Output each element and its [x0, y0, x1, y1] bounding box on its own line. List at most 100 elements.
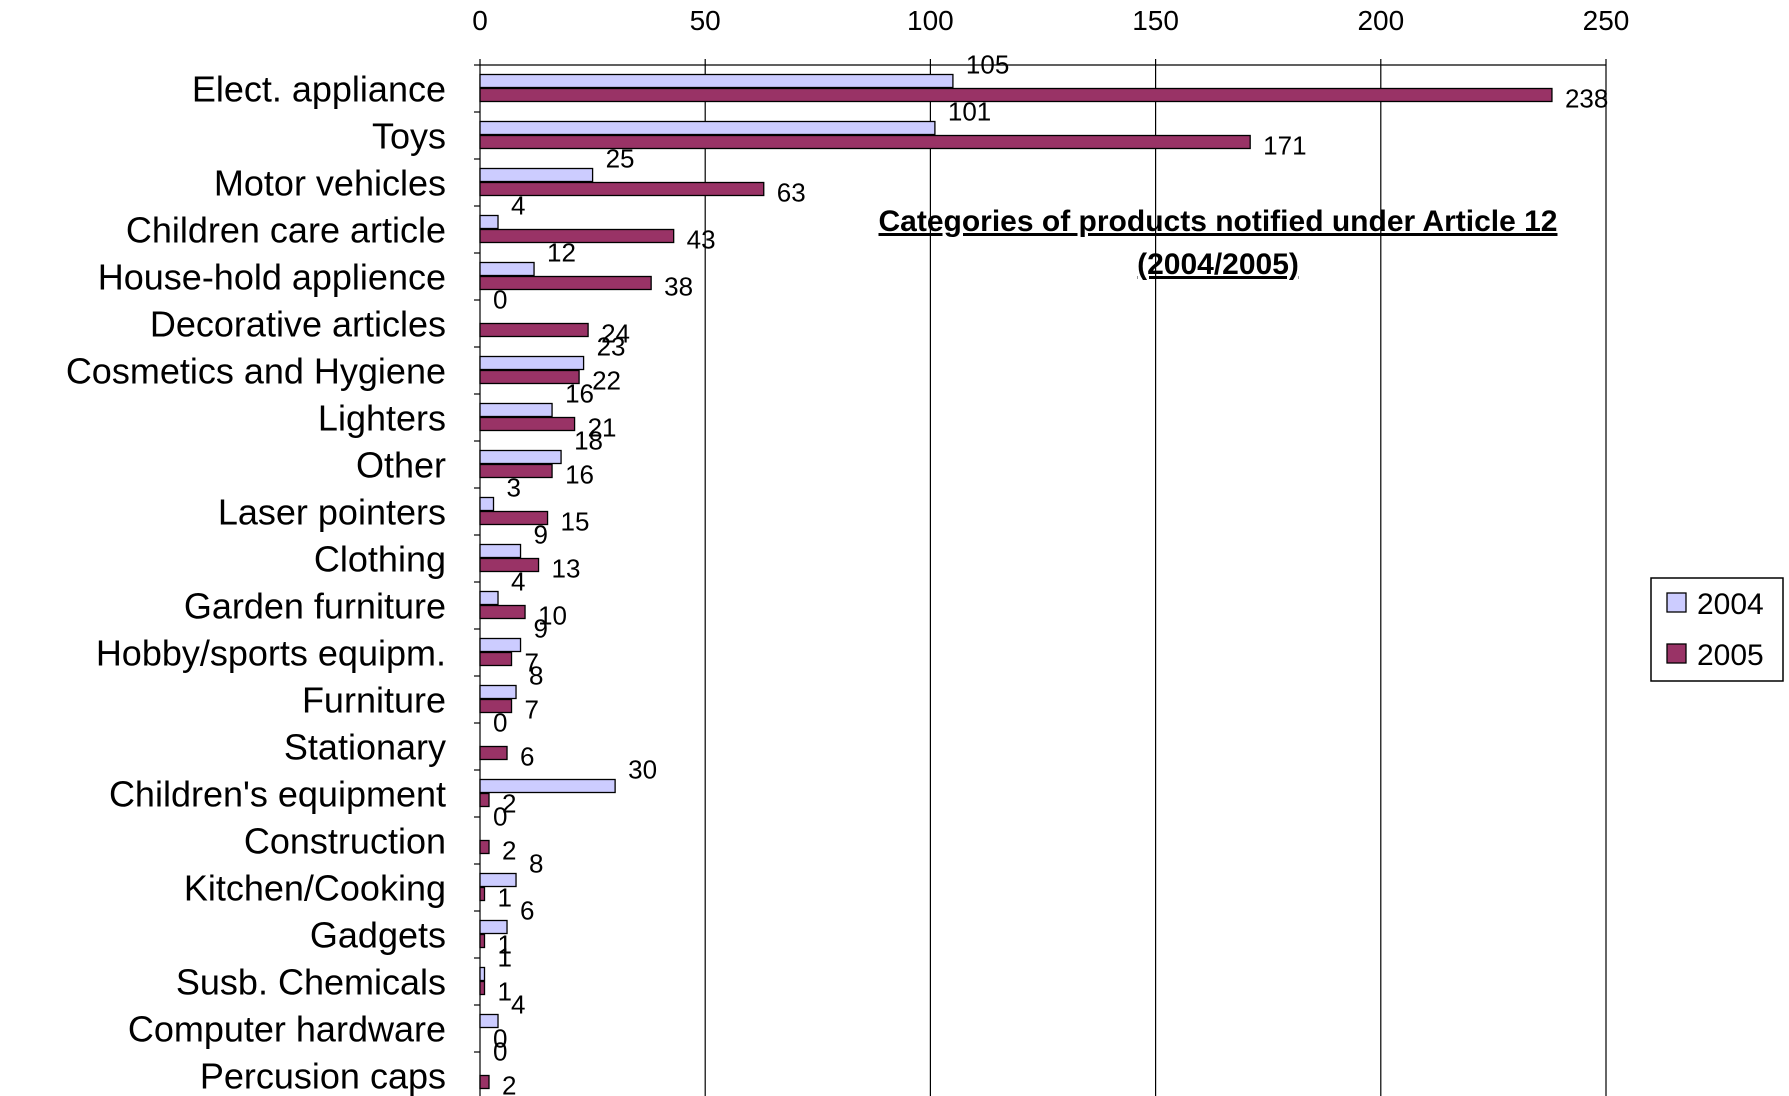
bar-2005 [479, 980, 486, 996]
data-label-2005: 1 [498, 883, 512, 913]
bar-2004 [479, 214, 499, 230]
data-label-2004: 30 [628, 755, 657, 785]
data-label-2005: 16 [565, 460, 594, 490]
data-label-2004: 9 [534, 614, 548, 644]
data-label-2005: 0 [493, 1024, 507, 1054]
x-tick-label-100: 100 [907, 5, 954, 36]
bar-2004 [479, 496, 495, 512]
bar-2004 [479, 355, 585, 371]
bar-2005 [479, 322, 589, 338]
legend: 2004 2005 [1650, 577, 1784, 682]
bar-2005 [479, 134, 1251, 150]
bar-2005 [479, 886, 486, 902]
bar-2004 [479, 73, 954, 89]
category-label: Gadgets [310, 915, 446, 956]
data-label-2005: 63 [777, 178, 806, 208]
bar-2005 [479, 228, 675, 244]
axis: 0 50 100 150 200 250 [472, 5, 1629, 1096]
data-label-2005: 1 [498, 977, 512, 1007]
category-label: Hobby/sports equipm. [96, 633, 446, 674]
data-label-2005: 10 [538, 601, 567, 631]
data-label-2004: 6 [520, 896, 534, 926]
data-label-2004: 4 [511, 191, 525, 221]
category-label: Construction [244, 821, 446, 862]
category-label: Other [356, 445, 446, 486]
data-label-2005: 15 [561, 507, 590, 537]
data-label-2004: 0 [493, 708, 507, 738]
legend-swatch-2004 [1666, 592, 1687, 613]
data-label-2004: 8 [529, 849, 543, 879]
category-label: Percusion caps [200, 1056, 446, 1096]
bar-2004 [479, 261, 535, 277]
data-label-2005: 21 [588, 413, 617, 443]
legend-swatch-2005 [1666, 643, 1687, 664]
category-label: Furniture [302, 680, 446, 721]
category-label: Cosmetics and Hygiene [66, 351, 446, 392]
bar-2004 [479, 684, 517, 700]
bar-2004 [479, 872, 517, 888]
bar-2004 [479, 966, 486, 982]
x-tick-label-0: 0 [472, 5, 488, 36]
category-label: Children's equipment [109, 774, 446, 815]
x-tick-label-50: 50 [690, 5, 721, 36]
data-label-2004: 9 [534, 520, 548, 550]
data-label-2004: 8 [529, 661, 543, 691]
data-label-2004: 4 [511, 567, 525, 597]
x-tick-label-200: 200 [1357, 5, 1404, 36]
data-label-2004: 0 [493, 285, 507, 315]
legend-label-2004: 2004 [1697, 588, 1764, 621]
bar-2005 [479, 369, 580, 385]
data-label-2004: 0 [493, 1037, 507, 1067]
category-label: Computer hardware [128, 1009, 446, 1050]
bar-2005 [479, 604, 526, 620]
bar-2005 [479, 275, 652, 291]
data-label-2004: 105 [966, 50, 1009, 80]
chart-subtitle: (2004/2005) [1137, 248, 1299, 281]
data-label-2005: 2 [502, 1071, 516, 1096]
data-label-2004: 25 [606, 144, 635, 174]
bar-2004 [479, 543, 522, 559]
data-label-2004: 101 [948, 97, 991, 127]
bar-2005 [479, 651, 513, 667]
data-labels: 1052381011712563443123802423221621181631… [493, 50, 1608, 1096]
data-label-2004: 18 [574, 426, 603, 456]
bar-2004 [479, 637, 522, 653]
data-label-2005: 238 [1565, 84, 1608, 114]
bar-2004 [479, 919, 508, 935]
data-label-2005: 43 [687, 225, 716, 255]
data-label-2005: 6 [520, 742, 534, 772]
category-label: Children care article [126, 210, 446, 251]
bar-2005 [479, 463, 553, 479]
data-label-2005: 171 [1263, 131, 1306, 161]
category-label: House-hold applience [98, 257, 446, 298]
bar-2005 [479, 416, 576, 432]
gridlines [704, 65, 1607, 1096]
data-label-2005: 38 [664, 272, 693, 302]
bar-2005 [479, 557, 540, 573]
bar-2005 [479, 1074, 490, 1090]
bar-2005 [479, 745, 508, 761]
data-label-2005: 13 [552, 554, 581, 584]
category-label: Clothing [314, 539, 446, 580]
data-label-2004: 4 [511, 990, 525, 1020]
bar-2004 [479, 449, 562, 465]
data-label-2004: 12 [547, 238, 576, 268]
data-label-2004: 1 [498, 943, 512, 973]
category-label: Stationary [284, 727, 446, 768]
category-labels: Elect. appliance Toys Motor vehicles Childr… [66, 69, 446, 1096]
data-label-2004: 0 [493, 802, 507, 832]
bar-2004 [479, 590, 499, 606]
x-tick-label-150: 150 [1132, 5, 1179, 36]
bar-2005 [479, 181, 765, 197]
category-label: Kitchen/Cooking [184, 868, 446, 909]
data-label-2005: 22 [592, 366, 621, 396]
category-label: Toys [372, 116, 446, 157]
data-label-2005: 7 [525, 648, 539, 678]
category-label: Laser pointers [218, 492, 446, 533]
bar-2004 [479, 120, 936, 136]
category-label: Susb. Chemicals [176, 962, 446, 1003]
category-label: Lighters [318, 398, 446, 439]
bars [479, 73, 1553, 1090]
